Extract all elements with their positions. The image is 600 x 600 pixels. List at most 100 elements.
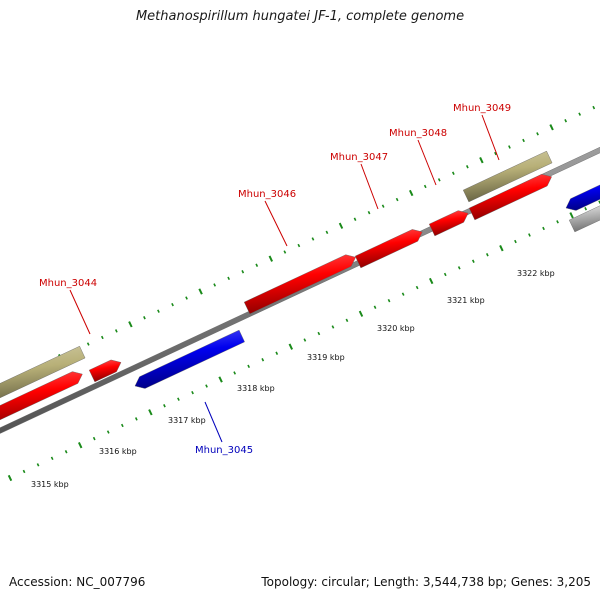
inner-tick-minor [528,233,531,237]
inner-tick-minor [36,463,40,467]
gene-label-mhun-3044: Mhun_3044 [39,278,97,289]
inner-tick-minor [92,436,96,441]
outer-tick-minor [508,145,511,149]
kbp-label: 3318 kbp [237,384,275,393]
outer-tick-minor [311,237,315,241]
inner-tick-minor [205,384,208,388]
kbp-label: 3321 kbp [447,296,485,305]
kbp-label: 3322 kbp [517,269,555,278]
genome-title: Methanospirillum hungatei JF-1, complete… [135,9,465,24]
inner-tick-minor [401,292,405,296]
inner-tick-minor [443,272,447,277]
outer-tick-minor [395,197,399,202]
outer-tick-major [479,156,484,164]
inner-tick-minor [514,239,517,244]
outer-tick-minor [494,151,497,156]
leader-line-mhun-3047 [360,163,379,210]
inner-tick-minor [471,259,475,263]
leader-line-mhun-3044 [69,289,91,335]
leader-line-mhun-3046 [264,200,288,247]
inner-tick-major [77,441,83,449]
outer-tick-minor [564,119,568,123]
outer-tick-minor [423,184,427,189]
inner-tick-minor [303,338,307,342]
outer-tick-minor [227,276,231,281]
outer-tick-minor [325,230,329,235]
outer-tick-minor [465,165,469,169]
inner-tick-minor [106,430,110,434]
outer-tick-major [408,189,414,197]
inner-tick-minor [64,450,68,454]
outer-tick-minor [437,178,441,182]
gene-label-mhun-3046: Mhun_3046 [238,189,296,200]
outer-tick-minor [522,138,525,143]
inner-tick-minor [163,404,166,408]
outer-tick-minor [143,316,146,320]
inner-tick-major [499,244,504,252]
inner-tick-minor [387,298,391,303]
leader-line-mhun-3048 [417,139,437,186]
leader-line-mhun-3049 [481,114,500,161]
outer-tick-minor [86,342,90,346]
rna-feature-mhun-3049 [462,150,553,203]
outer-tick-minor [578,112,582,116]
outer-tick-major [128,321,133,328]
inner-tick-minor [331,325,335,329]
outer-tick-minor [367,210,371,215]
kbp-label: 3315 kbp [31,480,69,489]
rna-feature-left [0,345,86,399]
inner-tick-minor [542,226,545,231]
inner-tick-minor [556,220,559,224]
outer-tick-major [198,288,203,295]
outer-tick-minor [381,204,385,208]
outer-tick-major [268,255,274,262]
inner-tick-minor [317,331,321,336]
gene-label-mhun-3047: Mhun_3047 [330,152,388,163]
inner-tick-minor [261,358,265,362]
inner-tick-major [218,376,223,383]
outer-tick-minor [185,296,188,300]
inner-tick-major [7,474,13,482]
gene-label-mhun-3048: Mhun_3048 [389,128,447,139]
inner-tick-minor [22,469,26,474]
gene-right-forward [468,173,552,221]
outer-tick-minor [353,217,357,221]
outer-tick-minor [451,171,455,175]
inner-tick-minor [233,371,237,375]
kbp-label: 3320 kbp [377,324,415,333]
gene-right-other [568,205,600,233]
inner-tick-minor [584,207,588,211]
kbp-label: 3317 kbp [168,416,206,425]
gene-mhun-3046 [243,254,356,315]
accession-text: Accession: NC_007796 [9,575,146,589]
outer-tick-minor [592,105,596,110]
outer-tick-minor [536,132,539,136]
inner-tick-major [288,343,294,350]
inner-tick-minor [373,305,377,309]
gene-label-mhun-3049: Mhun_3049 [453,103,511,114]
gene-right-reverse [565,184,600,211]
kbp-label: 3316 kbp [99,447,137,456]
gene-mhun-3045 [134,329,245,389]
leader-line-mhun-3045 [204,401,223,443]
inner-tick-minor [120,423,124,428]
gene-label-mhun-3045: Mhun_3045 [195,445,253,456]
genome-summary-text: Topology: circular; Length: 3,544,738 bp… [261,575,591,589]
gene-mhun-3048 [428,210,469,237]
gene-left-forward [0,371,83,421]
inner-tick-minor [415,285,419,290]
inner-tick-minor [177,397,180,401]
outer-tick-minor [157,309,160,313]
inner-tick-minor [275,351,279,355]
outer-tick-minor [171,302,174,307]
inner-tick-minor [191,390,194,395]
outer-tick-minor [213,283,217,287]
inner-tick-minor [50,456,54,461]
inner-tick-major [428,277,434,285]
inner-tick-minor [485,253,489,257]
outer-tick-minor [100,335,104,340]
gene-mhun-3044 [88,359,122,383]
outer-tick-minor [297,243,301,248]
